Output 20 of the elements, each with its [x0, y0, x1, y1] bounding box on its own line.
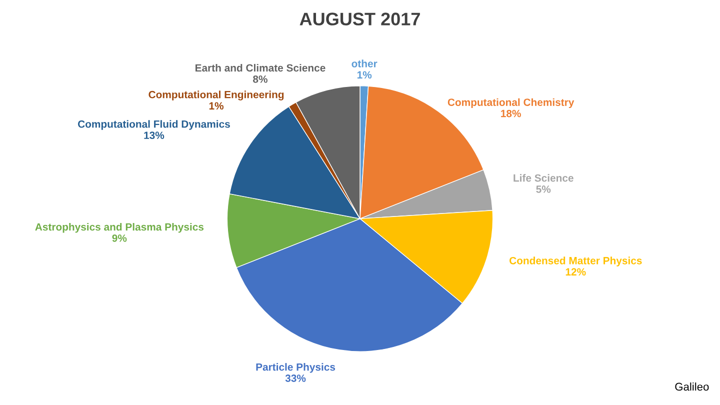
data-label: 5% — [536, 186, 551, 193]
slice-label: Computational Fluid Dynamics — [78, 120, 230, 130]
data-label: 33% — [285, 374, 306, 382]
slice-label: Computational Engineering — [148, 90, 284, 100]
slice-label: Earth and Climate Science — [196, 64, 326, 72]
slice-label: Condensed Matter Physics — [510, 256, 642, 266]
slice-label: Astrophysics and Plasma Physics — [35, 222, 204, 233]
data-label: 12% — [566, 268, 586, 276]
text: Galileo — [675, 382, 709, 391]
slice-label: Particle Physics — [256, 363, 336, 373]
slice-label: other — [352, 60, 378, 68]
data-label: 9% — [112, 234, 127, 242]
data-label: 1% — [357, 71, 372, 79]
chart-title: AUGUST 2017 — [300, 12, 420, 26]
data-label: 13% — [144, 132, 164, 140]
data-label: 1% — [209, 102, 224, 110]
data-label: 18% — [501, 110, 521, 118]
slice-label: Computational Chemistry — [448, 98, 574, 108]
data-label: 8% — [253, 75, 268, 83]
slice-label: Life Science — [514, 174, 574, 182]
